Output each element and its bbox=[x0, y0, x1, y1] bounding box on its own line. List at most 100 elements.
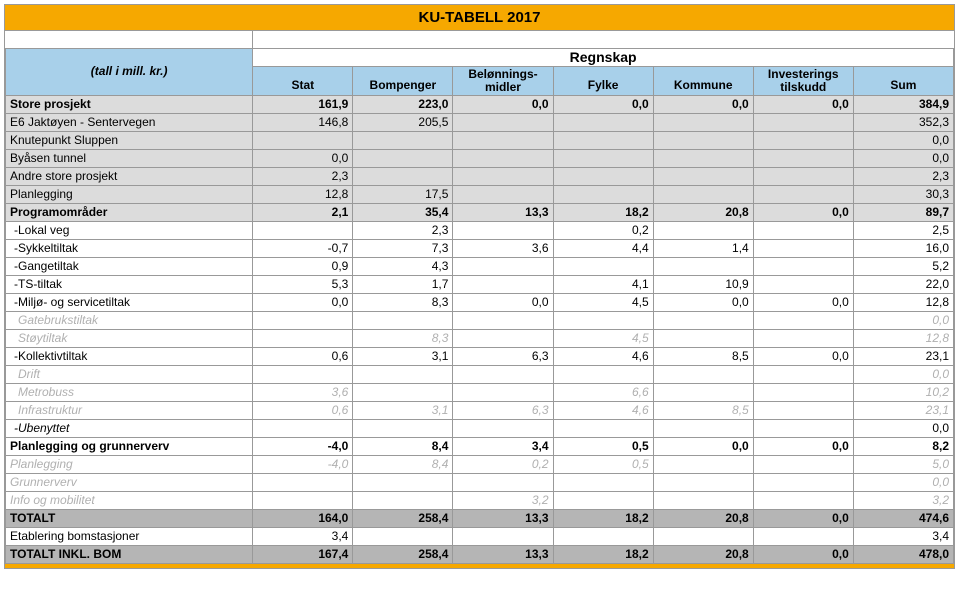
cell: 0,0 bbox=[853, 131, 953, 149]
cell: 0,0 bbox=[753, 545, 853, 563]
cell bbox=[453, 257, 553, 275]
cell bbox=[253, 131, 353, 149]
cell: 13,3 bbox=[453, 203, 553, 221]
cell: 3,2 bbox=[453, 491, 553, 509]
row-label: Gatebrukstiltak bbox=[6, 311, 253, 329]
cell: 23,1 bbox=[853, 347, 953, 365]
table-row: Programområder2,135,413,318,220,80,089,7 bbox=[6, 203, 954, 221]
table-row: -Miljø- og servicetiltak0,08,30,04,50,00… bbox=[6, 293, 954, 311]
cell: 3,4 bbox=[853, 527, 953, 545]
table-row: Planlegging-4,08,40,20,55,0 bbox=[6, 455, 954, 473]
cell bbox=[553, 113, 653, 131]
cell bbox=[553, 185, 653, 203]
cell: 384,9 bbox=[853, 95, 953, 113]
cell bbox=[653, 491, 753, 509]
col-header: Bompenger bbox=[353, 66, 453, 95]
table-row: Planlegging12,817,530,3 bbox=[6, 185, 954, 203]
row-label: Støytiltak bbox=[6, 329, 253, 347]
cell: 0,5 bbox=[553, 455, 653, 473]
cell: 20,8 bbox=[653, 509, 753, 527]
cell: 5,0 bbox=[853, 455, 953, 473]
cell: 23,1 bbox=[853, 401, 953, 419]
cell bbox=[653, 311, 753, 329]
cell bbox=[453, 185, 553, 203]
cell bbox=[753, 473, 853, 491]
cell: 17,5 bbox=[353, 185, 453, 203]
col-header: Fylke bbox=[553, 66, 653, 95]
cell: 8,3 bbox=[353, 293, 453, 311]
row-label: Byåsen tunnel bbox=[6, 149, 253, 167]
table-title: KU-TABELL 2017 bbox=[5, 5, 954, 31]
table-row: Metrobuss3,66,610,2 bbox=[6, 383, 954, 401]
cell bbox=[753, 149, 853, 167]
cell bbox=[253, 473, 353, 491]
cell: 7,3 bbox=[353, 239, 453, 257]
cell: 12,8 bbox=[853, 293, 953, 311]
cell: 35,4 bbox=[353, 203, 453, 221]
cell bbox=[453, 329, 553, 347]
cell: 352,3 bbox=[853, 113, 953, 131]
table-row: E6 Jaktøyen - Sentervegen146,8205,5352,3 bbox=[6, 113, 954, 131]
cell: 146,8 bbox=[253, 113, 353, 131]
table-row: Store prosjekt161,9223,00,00,00,00,0384,… bbox=[6, 95, 954, 113]
cell bbox=[453, 383, 553, 401]
cell bbox=[453, 221, 553, 239]
cell: 205,5 bbox=[353, 113, 453, 131]
cell: 3,4 bbox=[253, 527, 353, 545]
cell bbox=[553, 491, 653, 509]
cell bbox=[753, 113, 853, 131]
cell: 0,6 bbox=[253, 401, 353, 419]
cell: 6,3 bbox=[453, 347, 553, 365]
cell: 13,3 bbox=[453, 545, 553, 563]
cell: 478,0 bbox=[853, 545, 953, 563]
table-container: KU-TABELL 2017 (tall i mill. kr.) Regnsk… bbox=[4, 4, 955, 569]
cell: 0,0 bbox=[853, 365, 953, 383]
cell bbox=[453, 365, 553, 383]
cell: 8,5 bbox=[653, 347, 753, 365]
cell: -0,7 bbox=[253, 239, 353, 257]
table-row: Støytiltak8,34,512,8 bbox=[6, 329, 954, 347]
cell bbox=[653, 365, 753, 383]
cell bbox=[753, 311, 853, 329]
cell bbox=[353, 131, 453, 149]
cell: 3,1 bbox=[353, 401, 453, 419]
cell: 4,3 bbox=[353, 257, 453, 275]
cell bbox=[553, 167, 653, 185]
cell bbox=[753, 275, 853, 293]
cell bbox=[553, 473, 653, 491]
table-row: TOTALT164,0258,413,318,220,80,0474,6 bbox=[6, 509, 954, 527]
cell bbox=[253, 329, 353, 347]
cell: 474,6 bbox=[853, 509, 953, 527]
cell bbox=[753, 491, 853, 509]
cell bbox=[553, 311, 653, 329]
cell: 4,4 bbox=[553, 239, 653, 257]
cell bbox=[653, 257, 753, 275]
row-label: TOTALT INKL. BOM bbox=[6, 545, 253, 563]
cell: 4,5 bbox=[553, 293, 653, 311]
col-header: Investeringstilskudd bbox=[753, 66, 853, 95]
unit-label: (tall i mill. kr.) bbox=[6, 48, 253, 95]
table-row: -Kollektivtiltak0,63,16,34,68,50,023,1 bbox=[6, 347, 954, 365]
cell: 5,3 bbox=[253, 275, 353, 293]
cell bbox=[653, 527, 753, 545]
row-label: Planlegging og grunnerverv bbox=[6, 437, 253, 455]
cell bbox=[653, 113, 753, 131]
cell bbox=[753, 239, 853, 257]
row-label: Drift bbox=[6, 365, 253, 383]
row-label: -Ubenyttet bbox=[6, 419, 253, 437]
table-row: TOTALT INKL. BOM167,4258,413,318,220,80,… bbox=[6, 545, 954, 563]
table-row: Info og mobilitet3,23,2 bbox=[6, 491, 954, 509]
cell bbox=[553, 527, 653, 545]
row-label: Programområder bbox=[6, 203, 253, 221]
cell: 0,0 bbox=[753, 509, 853, 527]
cell: 8,4 bbox=[353, 455, 453, 473]
cell: 0,0 bbox=[853, 149, 953, 167]
cell bbox=[453, 131, 553, 149]
cell: 0,0 bbox=[753, 95, 853, 113]
table-row: Grunnerverv0,0 bbox=[6, 473, 954, 491]
cell: 3,4 bbox=[453, 437, 553, 455]
cell bbox=[453, 167, 553, 185]
cell: 223,0 bbox=[353, 95, 453, 113]
row-label: -TS-tiltak bbox=[6, 275, 253, 293]
cell: 13,3 bbox=[453, 509, 553, 527]
